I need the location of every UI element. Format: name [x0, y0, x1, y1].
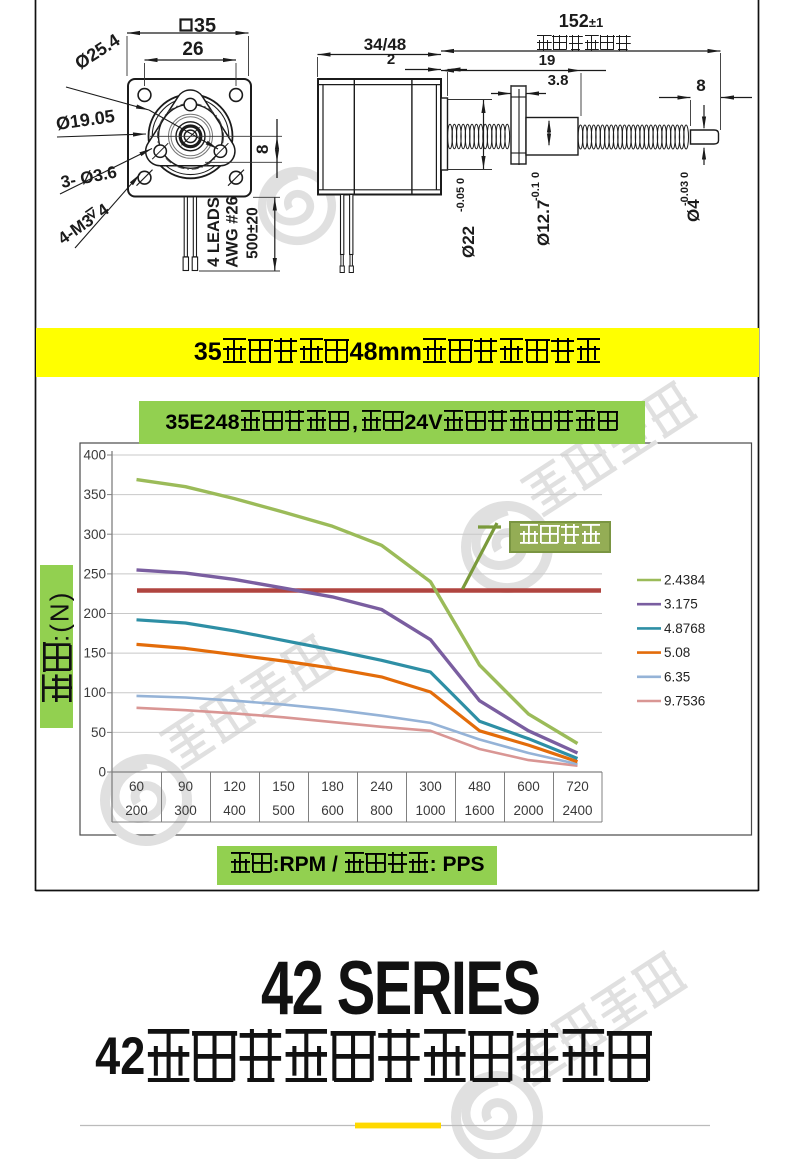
- svg-text:4.8768: 4.8768: [664, 621, 705, 636]
- svg-text:2: 2: [387, 51, 395, 68]
- svg-text:100: 100: [83, 685, 106, 700]
- svg-text:2.4384: 2.4384: [664, 573, 706, 588]
- svg-text:0: 0: [455, 178, 467, 184]
- svg-text:Ø12.7: Ø12.7: [534, 200, 553, 246]
- svg-text:4: 4: [94, 199, 113, 220]
- svg-text:0: 0: [679, 172, 691, 178]
- svg-text:60: 60: [129, 779, 144, 794]
- svg-text:150: 150: [83, 646, 106, 661]
- svg-text:6.35: 6.35: [664, 669, 690, 684]
- svg-text:480: 480: [468, 779, 491, 794]
- svg-text:26: 26: [182, 39, 203, 60]
- svg-text:150: 150: [272, 779, 295, 794]
- svg-text:500±20: 500±20: [245, 207, 262, 259]
- svg-text:240: 240: [370, 779, 393, 794]
- svg-text:Ø4: Ø4: [684, 199, 703, 222]
- svg-text:Ø22: Ø22: [459, 226, 478, 258]
- svg-text:180: 180: [321, 779, 344, 794]
- svg-text:8: 8: [696, 76, 705, 95]
- svg-text:AWG #26: AWG #26: [224, 196, 242, 268]
- svg-text:90: 90: [178, 779, 193, 794]
- svg-text:Ø25.4: Ø25.4: [71, 30, 123, 73]
- svg-text:600: 600: [321, 803, 344, 818]
- svg-text:9.7536: 9.7536: [664, 694, 705, 709]
- svg-text:800: 800: [370, 803, 393, 818]
- svg-text:Ø19.05: Ø19.05: [55, 106, 116, 134]
- svg-text:5.08: 5.08: [664, 645, 690, 660]
- svg-text:34/48: 34/48: [364, 35, 407, 54]
- svg-text:720: 720: [566, 779, 589, 794]
- svg-text:-0.1: -0.1: [530, 182, 542, 201]
- svg-text:4 LEADS: 4 LEADS: [205, 197, 223, 267]
- svg-text:3- Ø3.6: 3- Ø3.6: [59, 162, 118, 191]
- svg-text:1600: 1600: [464, 803, 494, 818]
- svg-text:3.175: 3.175: [664, 597, 698, 612]
- svg-text:-0.03: -0.03: [679, 181, 691, 206]
- svg-text:1000: 1000: [415, 803, 445, 818]
- svg-text:300: 300: [83, 527, 106, 542]
- svg-text:300: 300: [174, 803, 197, 818]
- svg-text:152±1: 152±1: [559, 11, 603, 31]
- svg-text:2000: 2000: [513, 803, 543, 818]
- svg-text:2400: 2400: [562, 803, 592, 818]
- svg-text:200: 200: [125, 803, 148, 818]
- svg-text:350: 350: [83, 487, 106, 502]
- svg-text:-0.05: -0.05: [455, 187, 467, 212]
- svg-text:50: 50: [91, 725, 106, 740]
- svg-text:600: 600: [517, 779, 540, 794]
- svg-text:200: 200: [83, 606, 106, 621]
- svg-text:300: 300: [419, 779, 442, 794]
- svg-text:8: 8: [253, 145, 272, 154]
- svg-text:400: 400: [83, 448, 106, 463]
- svg-text:0: 0: [530, 172, 542, 178]
- svg-text:250: 250: [83, 566, 106, 581]
- svg-text:0: 0: [98, 765, 106, 780]
- svg-text:400: 400: [223, 803, 246, 818]
- svg-text:500: 500: [272, 803, 295, 818]
- svg-text:120: 120: [223, 779, 246, 794]
- svg-text:35: 35: [194, 15, 216, 37]
- svg-text:3.8: 3.8: [548, 72, 569, 89]
- svg-text:19: 19: [539, 52, 556, 69]
